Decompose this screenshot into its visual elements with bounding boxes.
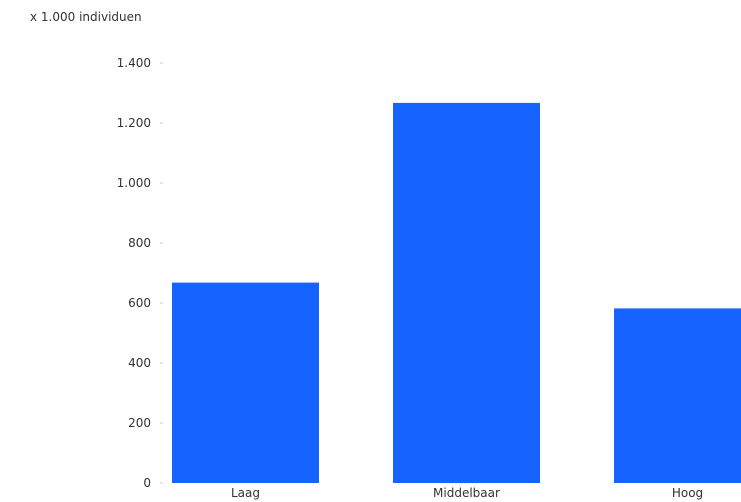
x-axis-labels: Laag Middelbaar Hoog: [231, 486, 703, 500]
y-tick-label: 200: [128, 416, 151, 430]
y-tick-label: 600: [128, 296, 151, 310]
x-tick-label: Middelbaar: [433, 486, 500, 500]
x-tick-label: Laag: [231, 486, 260, 500]
bar-laag[interactable]: [172, 282, 319, 483]
y-tick-label: 1.000: [117, 176, 151, 190]
y-tick-label: 400: [128, 356, 151, 370]
bar-middelbaar[interactable]: [393, 102, 540, 484]
bars: [172, 102, 741, 484]
y-tick-label: 0: [143, 476, 151, 490]
y-tick-label: 1.200: [117, 116, 151, 130]
bar-hoog[interactable]: [614, 308, 741, 483]
y-axis-unit-label: x 1.000 individuen: [30, 10, 142, 24]
y-axis-ticks: 0 200 400 600 800 1.000 1.200 1.400: [117, 56, 163, 490]
x-tick-label: Hoog: [672, 486, 703, 500]
y-tick-label: 1.400: [117, 56, 151, 70]
y-tick-label: 800: [128, 236, 151, 250]
